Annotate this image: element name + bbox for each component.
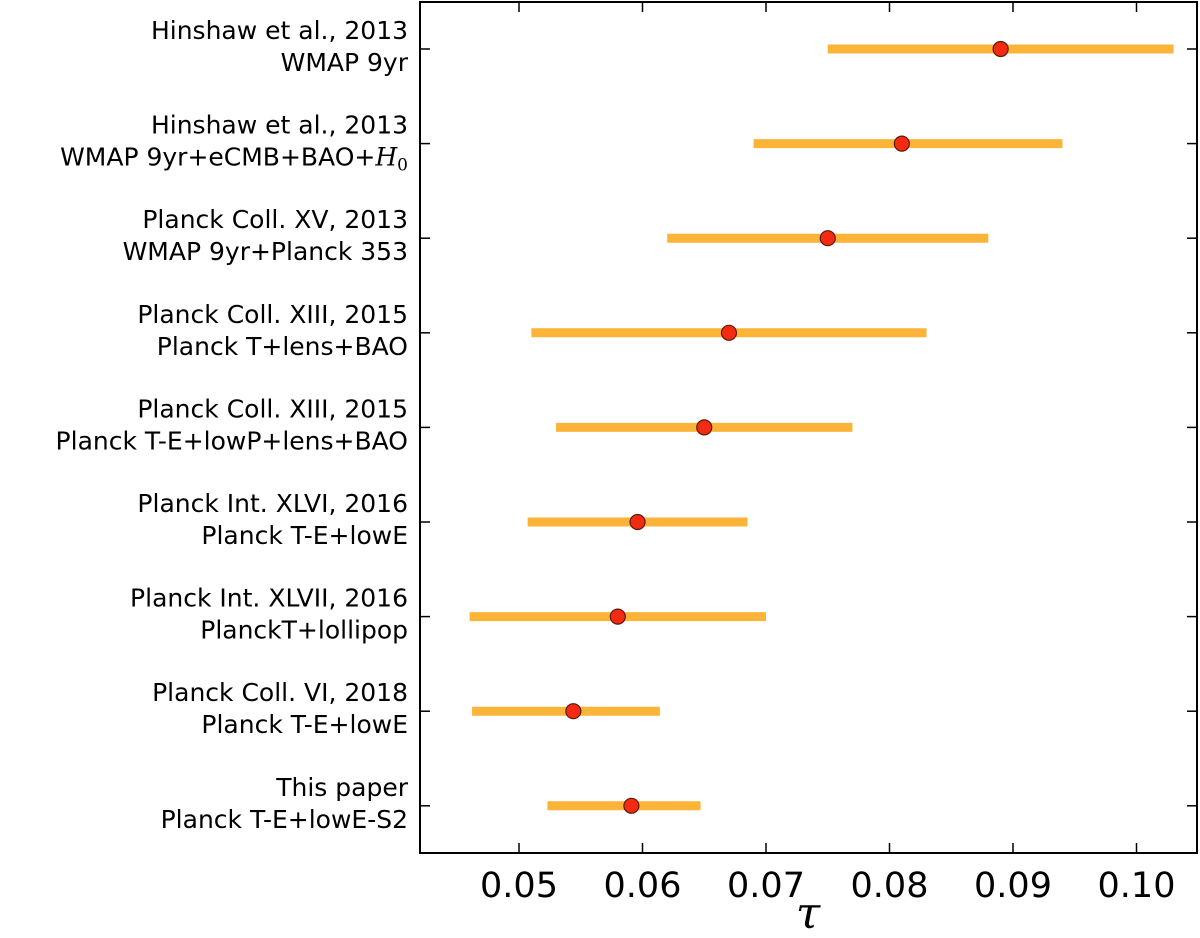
data-point <box>629 513 646 531</box>
hubble-subscript: 0 <box>397 156 408 176</box>
row-dataset-label: WMAP 9yr+Planck 353 <box>123 237 408 266</box>
data-point <box>623 797 640 814</box>
data-point <box>720 324 738 341</box>
row-dataset-label: WMAP 9yr+eCMB+BAO+H0 <box>60 143 408 176</box>
dataset-text: WMAP 9yr <box>281 48 409 77</box>
y-label-layer: Hinshaw et al., 2013 WMAP 9yr Hinshaw et a… <box>56 16 409 834</box>
dataset-text: PlanckT+lollipop <box>200 616 408 645</box>
dataset-text: Planck T-E+lowE-S2 <box>161 805 408 834</box>
tick-layer <box>420 2 1197 853</box>
data-point <box>565 703 582 720</box>
x-tick-label: 0.06 <box>604 866 682 906</box>
x-axis-label: τ <box>796 888 821 938</box>
x-tick-label: 0.07 <box>727 866 805 906</box>
dataset-text: WMAP 9yr+Planck 353 <box>123 237 408 266</box>
data-point <box>819 230 836 247</box>
x-tick-label: 0.10 <box>1098 866 1176 906</box>
row-reference-label: Planck Coll. VI, 2018 <box>152 678 408 707</box>
data-point <box>893 135 910 152</box>
row-reference-label: Planck Coll. XIII, 2015 <box>137 394 408 423</box>
data-point <box>992 40 1009 58</box>
row-dataset-label: Planck T-E+lowE <box>201 710 408 739</box>
marker-layer <box>565 40 1009 814</box>
row-reference-label: Hinshaw et al., 2013 <box>151 111 408 140</box>
row-dataset-label: Planck T+lens+BAO <box>157 332 408 361</box>
dataset-text: Planck T-E+lowE <box>201 521 408 550</box>
row-reference-label: Planck Int. XLVI, 2016 <box>137 489 408 518</box>
row-dataset-label: WMAP 9yr <box>281 48 409 77</box>
data-point <box>609 608 626 625</box>
row-reference-label: Hinshaw et al., 2013 <box>151 16 408 45</box>
x-tick-label: 0.08 <box>851 866 929 906</box>
dataset-text: Planck T-E+lowP+lens+BAO <box>56 426 408 455</box>
hubble-symbol: H <box>374 143 398 172</box>
dataset-text: Planck T-E+lowE <box>201 710 408 739</box>
x-tick-label: 0.09 <box>974 866 1052 906</box>
x-tick-label-layer: 0.05 0.06 0.07 0.08 0.09 0.10 <box>480 866 1175 906</box>
dataset-text: WMAP 9yr+eCMB+BAO+ <box>60 143 375 172</box>
row-dataset-label: PlanckT+lollipop <box>200 616 408 645</box>
row-reference-label: Planck Coll. XV, 2013 <box>142 205 408 234</box>
x-tick-label: 0.05 <box>480 866 558 906</box>
row-reference-label: Planck Int. XLVII, 2016 <box>130 584 408 613</box>
dataset-text: Planck T+lens+BAO <box>157 332 408 361</box>
row-dataset-label: Planck T-E+lowE-S2 <box>161 805 408 834</box>
row-reference-label: Planck Coll. XIII, 2015 <box>137 300 408 329</box>
row-dataset-label: Planck T-E+lowE <box>201 521 408 550</box>
row-dataset-label: Planck T-E+lowP+lens+BAO <box>56 426 408 455</box>
row-reference-label: This paper <box>275 773 408 802</box>
data-point <box>696 419 713 436</box>
